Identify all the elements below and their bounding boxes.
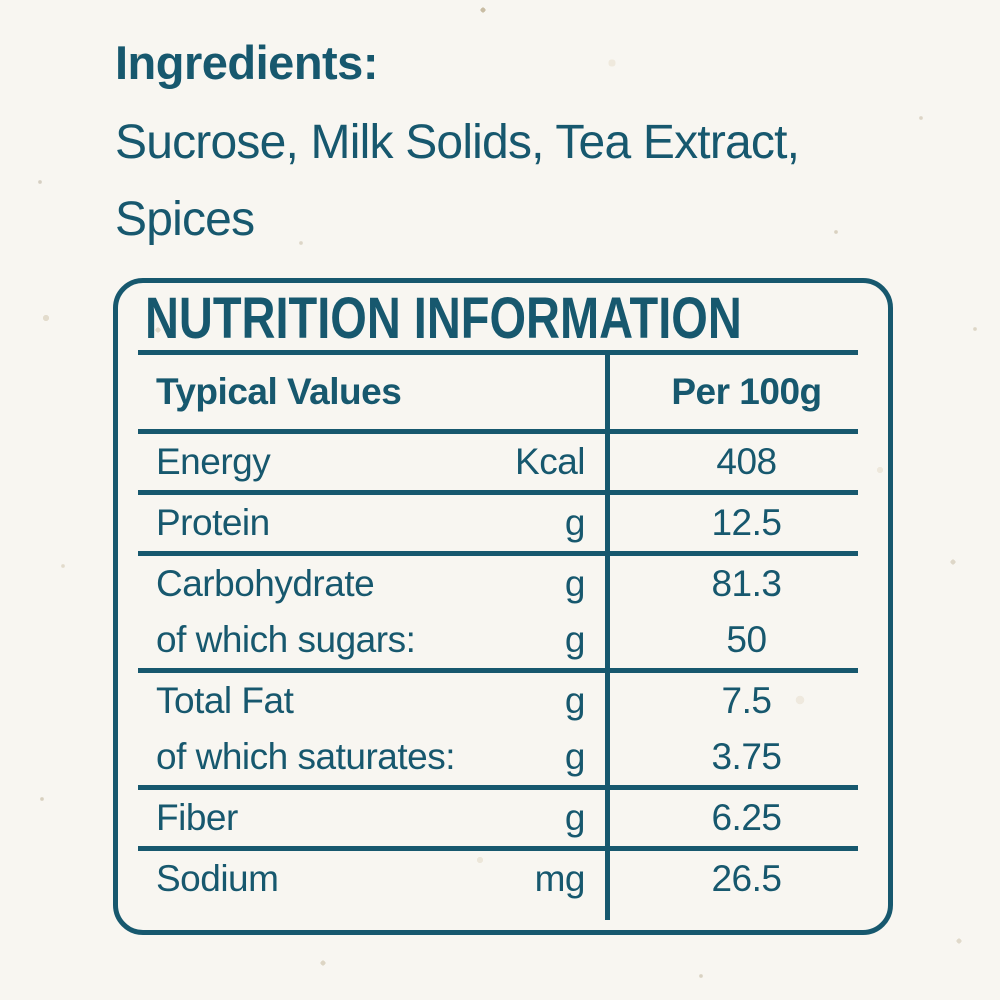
nutrient-label: Carbohydrate [156, 563, 375, 604]
nutrient-label: Total Fat [156, 680, 294, 721]
table-header-row: Typical Values Per 100g [118, 355, 888, 429]
nutrient-label: Fiber [156, 797, 238, 838]
nutrition-table: Typical Values Per 100g Energy Kcal 408 Pro… [118, 350, 888, 930]
nutrient-value: 408 [716, 441, 777, 482]
nutrient-left-cell: Fiber g [118, 797, 605, 839]
nutrient-left-cell: Total Fat g [118, 680, 605, 722]
column-header-typical-values: Typical Values [156, 371, 402, 412]
column-header-per-100g: Per 100g [671, 371, 822, 412]
row-divider [138, 429, 858, 434]
nutrient-unit: Kcal [515, 441, 585, 482]
nutrient-label: Sodium [156, 858, 279, 899]
nutrient-unit: g [564, 619, 586, 660]
nutrient-group: Sodium mg 26.5 [118, 851, 888, 907]
nutrient-value: 12.5 [711, 502, 782, 543]
nutrition-row: Protein g 12.5 [118, 495, 888, 551]
nutrient-unit: g [564, 680, 586, 721]
nutrition-title: NUTRITION INFORMATION [145, 286, 742, 351]
nutrition-panel: NUTRITION INFORMATION Typical Values Per… [113, 278, 893, 935]
nutrient-value: 7.5 [721, 680, 772, 721]
nutrition-row: of which sugars: g 50 [118, 612, 888, 668]
nutrition-row: Fiber g 6.25 [118, 790, 888, 846]
nutrient-value: 6.25 [711, 797, 782, 838]
row-divider [138, 551, 858, 556]
nutrition-row: Total Fat g 7.5 [118, 673, 888, 729]
nutrient-label: of which sugars: [156, 619, 416, 660]
nutrient-label: of which saturates: [156, 736, 455, 777]
nutrition-row: of which saturates: g 3.75 [118, 729, 888, 785]
row-divider [138, 785, 858, 790]
nutrient-label: Protein [156, 502, 270, 543]
title-underline [138, 350, 858, 355]
nutrient-group: Protein g 12.5 [118, 495, 888, 551]
nutrient-unit: g [564, 736, 586, 777]
nutrient-value: 50 [726, 619, 767, 660]
nutrient-left-cell: Carbohydrate g [118, 563, 605, 605]
nutrient-left-cell: Protein g [118, 502, 605, 544]
column-divider-line [605, 350, 610, 920]
row-divider [138, 490, 858, 495]
nutrient-group: Fiber g 6.25 [118, 790, 888, 846]
ingredients-text: Sucrose, Milk Solids, Tea Extract, Spice… [115, 116, 800, 246]
nutrient-unit: g [564, 797, 586, 838]
nutrient-unit: g [564, 502, 586, 543]
nutrient-left-cell: of which saturates: g [118, 736, 605, 778]
ingredients-section: Ingredients: Sucrose, Milk Solids, Tea E… [115, 36, 927, 258]
nutrition-table-body: Energy Kcal 408 Protein g 12.5 Carbohydrate g 81… [118, 429, 888, 907]
nutrient-value: 26.5 [711, 858, 782, 899]
row-divider [138, 668, 858, 673]
nutrient-group: Total Fat g 7.5 of which saturates: g 3.75 [118, 673, 888, 785]
nutrition-row: Energy Kcal 408 [118, 434, 888, 490]
nutrient-label: Energy [156, 441, 271, 482]
nutrition-row: Sodium mg 26.5 [118, 851, 888, 907]
nutrient-group: Energy Kcal 408 [118, 434, 888, 490]
nutrient-value: 81.3 [711, 563, 782, 604]
nutrient-unit: g [564, 563, 586, 604]
row-divider [138, 846, 858, 851]
nutrient-left-cell: Sodium mg [118, 858, 605, 900]
nutrient-left-cell: of which sugars: g [118, 619, 605, 661]
nutrient-value: 3.75 [711, 736, 782, 777]
nutrition-row: Carbohydrate g 81.3 [118, 556, 888, 612]
nutrient-left-cell: Energy Kcal [118, 441, 605, 483]
nutrient-unit: mg [534, 858, 586, 899]
nutrient-group: Carbohydrate g 81.3 of which sugars: g 50 [118, 556, 888, 668]
ingredients-heading: Ingredients: [115, 36, 378, 89]
